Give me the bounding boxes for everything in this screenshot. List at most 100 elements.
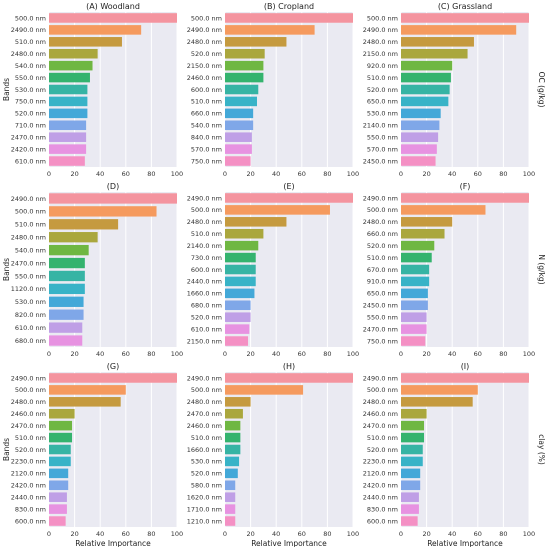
- bar: [401, 37, 474, 47]
- y-tick-label: 2490.0 nm: [11, 374, 46, 382]
- bar: [401, 48, 468, 59]
- y-tick-label: 2440.0 nm: [11, 493, 46, 501]
- y-tick-label: 2480.0 nm: [11, 234, 46, 242]
- bar: [49, 385, 126, 395]
- bar: [401, 373, 529, 383]
- x-axis-label: Relative Importance: [427, 539, 503, 547]
- bar: [225, 84, 259, 95]
- y-tick-label: 520.0 nm: [15, 110, 46, 118]
- y-tick-label: 600.0 nm: [367, 517, 398, 525]
- bar: [225, 72, 264, 83]
- y-tick-label: 610.0 nm: [15, 324, 46, 332]
- x-tick-label: 20: [70, 350, 78, 358]
- bar: [225, 504, 236, 514]
- bar: [49, 408, 75, 419]
- bar: [49, 432, 73, 443]
- x-tick-label: 100: [347, 170, 359, 178]
- bar: [225, 132, 252, 142]
- y-axis-label: Bands: [2, 438, 11, 461]
- x-tick-label: 40: [96, 350, 104, 358]
- y-tick-label: 2470.0 nm: [11, 422, 46, 430]
- x-axis-label: Relative Importance: [251, 539, 327, 547]
- x-tick-label: 60: [298, 170, 306, 178]
- y-tick-label: 750.0 nm: [367, 337, 398, 345]
- y-tick-label: 2150.0 nm: [187, 337, 222, 345]
- y-tick-label: 2490.0 nm: [187, 194, 222, 202]
- y-tick-label: 600.0 nm: [191, 86, 222, 94]
- bar: [401, 432, 425, 443]
- y-tick-label: 2480.0 nm: [187, 398, 222, 406]
- y-tick-label: 510.0 nm: [367, 74, 398, 82]
- bar: [401, 408, 427, 419]
- x-tick-label: 80: [147, 350, 155, 358]
- bar: [49, 108, 88, 119]
- x-tick-label: 40: [448, 350, 456, 358]
- bar: [401, 193, 529, 203]
- y-tick-label: 510.0 nm: [191, 434, 222, 442]
- x-tick-label: 0: [223, 350, 227, 358]
- panel-1: 500.0 nm 2490.0 nm 2480.0 nm 520.0 nm 2150.0…: [187, 2, 359, 178]
- bar: [401, 397, 473, 407]
- y-tick-label: 550.0 nm: [367, 133, 398, 141]
- bar: [401, 132, 439, 142]
- y-tick-label: 2470.0 nm: [11, 133, 46, 141]
- y-tick-label: 520.0 nm: [191, 50, 222, 58]
- y-tick-label: 2490.0 nm: [363, 374, 398, 382]
- x-tick-label: 80: [499, 170, 507, 178]
- y-tick-label: 2490.0 nm: [187, 26, 222, 34]
- bar: [401, 25, 517, 35]
- y-tick-label: 610.0 nm: [191, 325, 222, 333]
- y-tick-label: 660.0 nm: [191, 110, 222, 118]
- bar: [49, 48, 98, 59]
- y-tick-label: 550.0 nm: [367, 313, 398, 321]
- row-label: OC (g/kg): [537, 72, 546, 108]
- panel-title: (I): [461, 362, 470, 371]
- y-tick-label: 510.0 nm: [367, 254, 398, 262]
- bar: [225, 444, 241, 455]
- bar: [49, 420, 73, 431]
- x-tick-label: 40: [272, 530, 280, 538]
- y-tick-label: 500.0 nm: [367, 206, 398, 214]
- y-tick-label: 510.0 nm: [15, 434, 46, 442]
- x-tick-label: 20: [70, 530, 78, 538]
- y-tick-label: 840.0 nm: [191, 133, 222, 141]
- y-tick-label: 500.0 nm: [15, 208, 46, 216]
- bar: [401, 276, 430, 287]
- x-tick-label: 20: [422, 350, 430, 358]
- y-tick-label: 600.0 nm: [191, 266, 222, 274]
- x-tick-label: 20: [246, 350, 254, 358]
- bar: [225, 228, 264, 239]
- bar: [49, 373, 177, 383]
- bar: [49, 322, 83, 333]
- y-tick-label: 570.0 nm: [191, 145, 222, 153]
- bar: [49, 244, 89, 256]
- x-tick-label: 60: [122, 530, 130, 538]
- y-tick-label: 520.0 nm: [15, 446, 46, 454]
- bar: [225, 217, 287, 227]
- bar: [401, 84, 450, 95]
- bar: [225, 480, 236, 491]
- x-tick-label: 20: [246, 170, 254, 178]
- x-tick-label: 100: [171, 350, 183, 358]
- x-tick-label: 60: [298, 530, 306, 538]
- y-tick-label: 540.0 nm: [191, 122, 222, 130]
- y-tick-label: 2420.0 nm: [11, 145, 46, 153]
- y-tick-label: 2460.0 nm: [363, 410, 398, 418]
- y-tick-label: 1120.0 nm: [11, 285, 46, 293]
- x-tick-label: 0: [47, 350, 51, 358]
- y-tick-label: 520.0 nm: [367, 446, 398, 454]
- y-tick-label: 2480.0 nm: [187, 218, 222, 226]
- x-tick-label: 60: [122, 170, 130, 178]
- y-tick-label: 2490.0 nm: [11, 26, 46, 34]
- bar: [49, 219, 119, 230]
- y-tick-label: 2470.0 nm: [363, 422, 398, 430]
- bar: [49, 84, 88, 95]
- bar: [401, 72, 451, 83]
- bar: [401, 456, 423, 467]
- x-tick-label: 80: [323, 350, 331, 358]
- y-tick-label: 2440.0 nm: [363, 493, 398, 501]
- y-tick-label: 510.0 nm: [15, 38, 46, 46]
- panel-8: 2490.0 nm 500.0 nm 2480.0 nm 2460.0 nm 2470.…: [363, 362, 546, 547]
- panel-background: [49, 192, 177, 347]
- x-tick-label: 60: [474, 350, 482, 358]
